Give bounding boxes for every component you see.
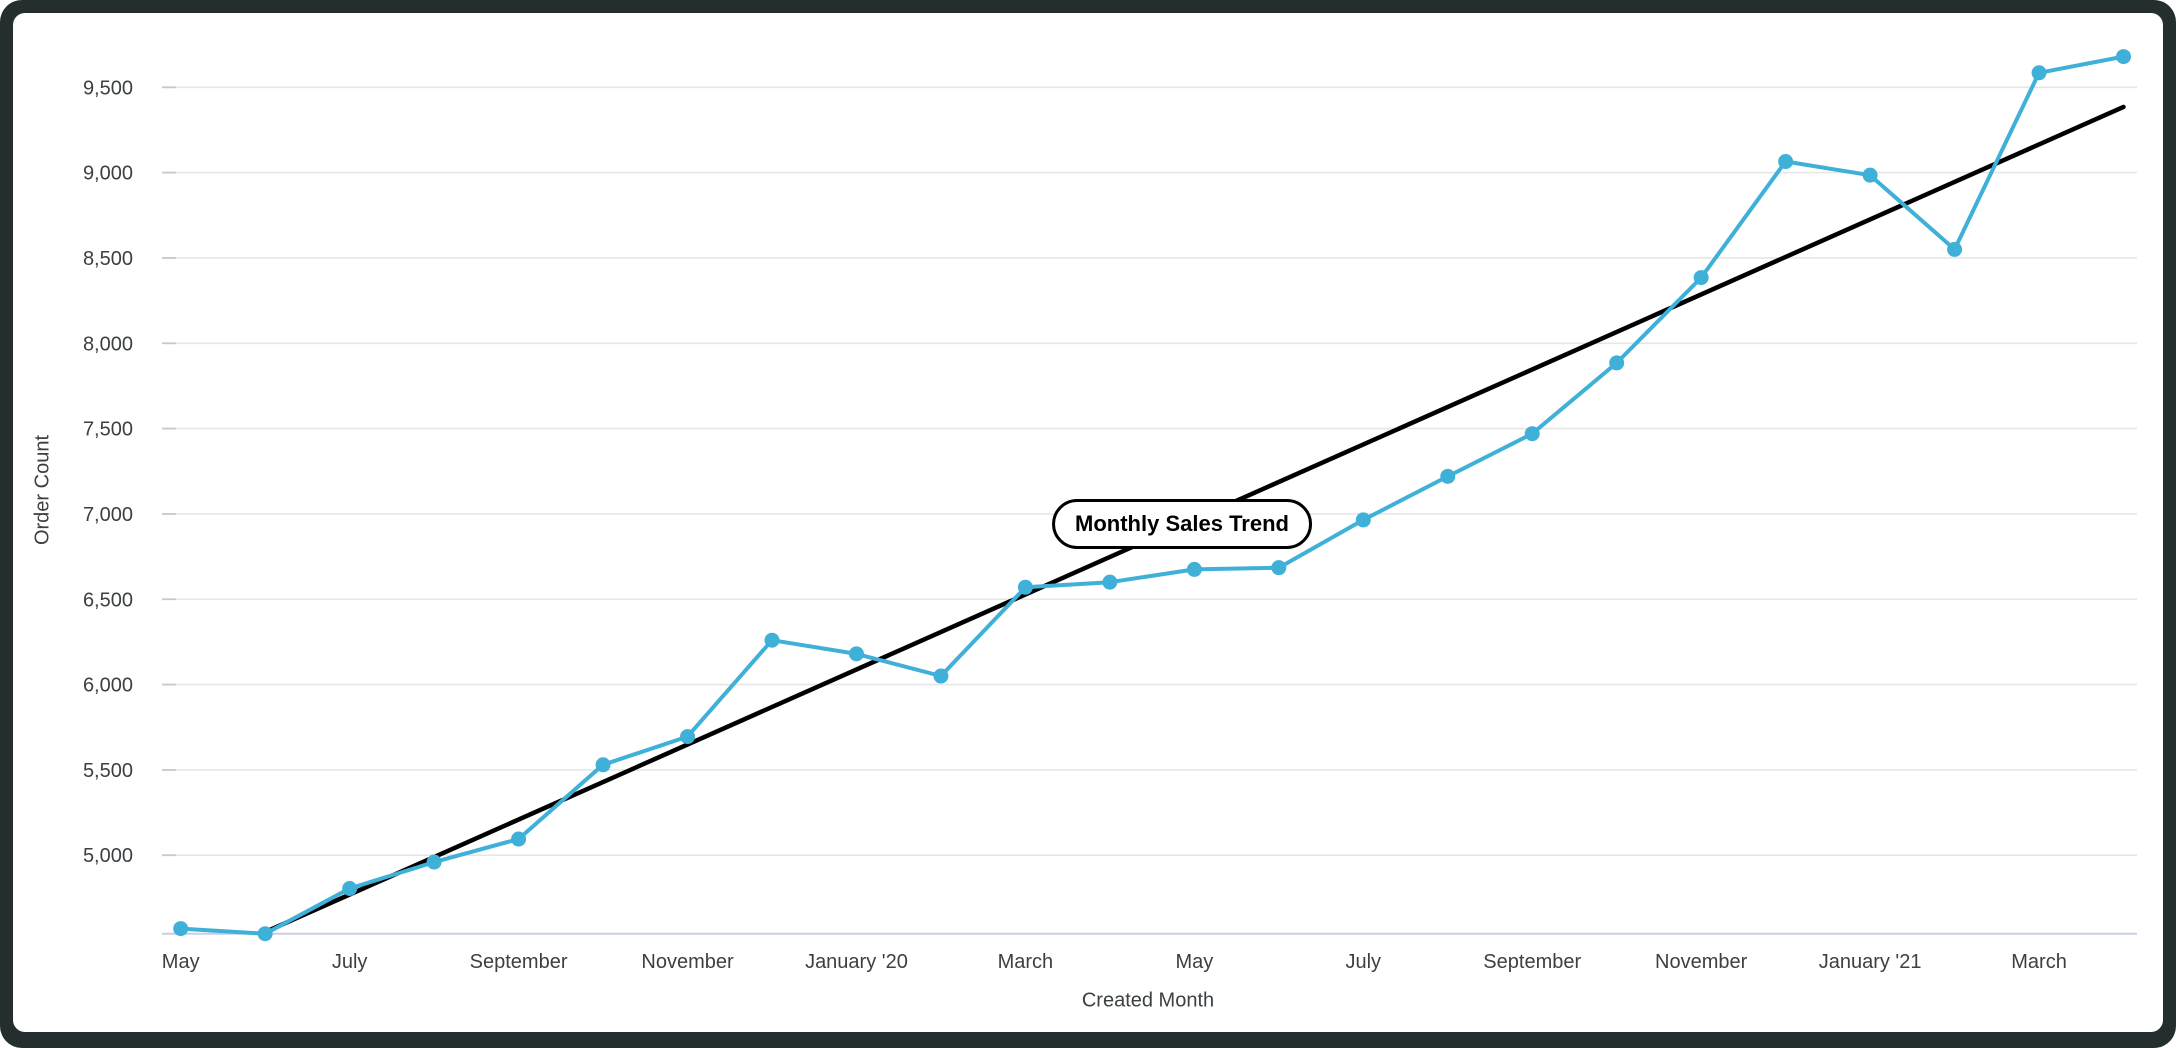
- y-axis-tick-label: 6,000: [83, 675, 133, 697]
- data-point: [342, 881, 358, 897]
- data-point: [680, 729, 696, 745]
- x-axis-title: Created Month: [1081, 989, 1215, 1012]
- data-point: [1693, 270, 1709, 286]
- x-axis-tick-label: May: [162, 951, 200, 973]
- y-axis-tick-label: 5,000: [83, 845, 133, 867]
- series-line: [178, 54, 2126, 936]
- data-point: [1609, 355, 1625, 371]
- data-point: [1862, 167, 1878, 183]
- data-point: [764, 632, 780, 648]
- x-axis-tick-label: May: [1175, 951, 1213, 973]
- data-point: [1524, 426, 1540, 442]
- y-axis-tick-label: 6,500: [83, 589, 133, 611]
- x-axis-tick-label: September: [1483, 951, 1581, 973]
- y-axis-tick-label: 9,500: [83, 77, 133, 99]
- y-axis-tick-label: 9,000: [83, 163, 133, 185]
- x-axis-tick-label: July: [1345, 951, 1381, 973]
- x-axis-tick-label: January '20: [805, 951, 908, 973]
- x-axis-tick-label: July: [332, 951, 368, 973]
- data-point: [1355, 512, 1371, 528]
- y-axis-title: Order Count: [31, 434, 54, 546]
- data-point: [848, 646, 864, 662]
- y-axis-tick-label: 7,000: [83, 504, 133, 526]
- data-point: [1947, 241, 1963, 257]
- data-point: [2031, 65, 2047, 81]
- data-point: [511, 831, 527, 847]
- data-point: [1186, 561, 1202, 577]
- data-point: [2116, 49, 2132, 65]
- data-point: [257, 926, 273, 942]
- data-point: [1102, 574, 1118, 590]
- data-point: [173, 921, 189, 937]
- data-point: [933, 668, 949, 684]
- data-point: [595, 757, 611, 773]
- data-point: [1017, 579, 1033, 595]
- y-axis-tick-label: 5,500: [83, 760, 133, 782]
- y-axis-tick-label: 7,500: [83, 419, 133, 441]
- y-axis-tick-label: 8,000: [83, 333, 133, 355]
- data-point: [1271, 560, 1287, 576]
- data-point: [1778, 154, 1794, 170]
- x-axis-tick-label: November: [1655, 951, 1748, 973]
- x-axis-tick-label: January '21: [1819, 951, 1922, 973]
- data-point: [1440, 468, 1456, 484]
- chart-title-annotation: Monthly Sales Trend: [1052, 499, 1312, 549]
- x-axis-tick-label: March: [2011, 951, 2067, 973]
- x-axis-tick-label: March: [998, 951, 1054, 973]
- x-axis-tick-label: September: [470, 951, 568, 973]
- x-axis-tick-label: November: [641, 951, 734, 973]
- y-axis-tick-label: 8,500: [83, 248, 133, 270]
- data-point: [426, 854, 442, 870]
